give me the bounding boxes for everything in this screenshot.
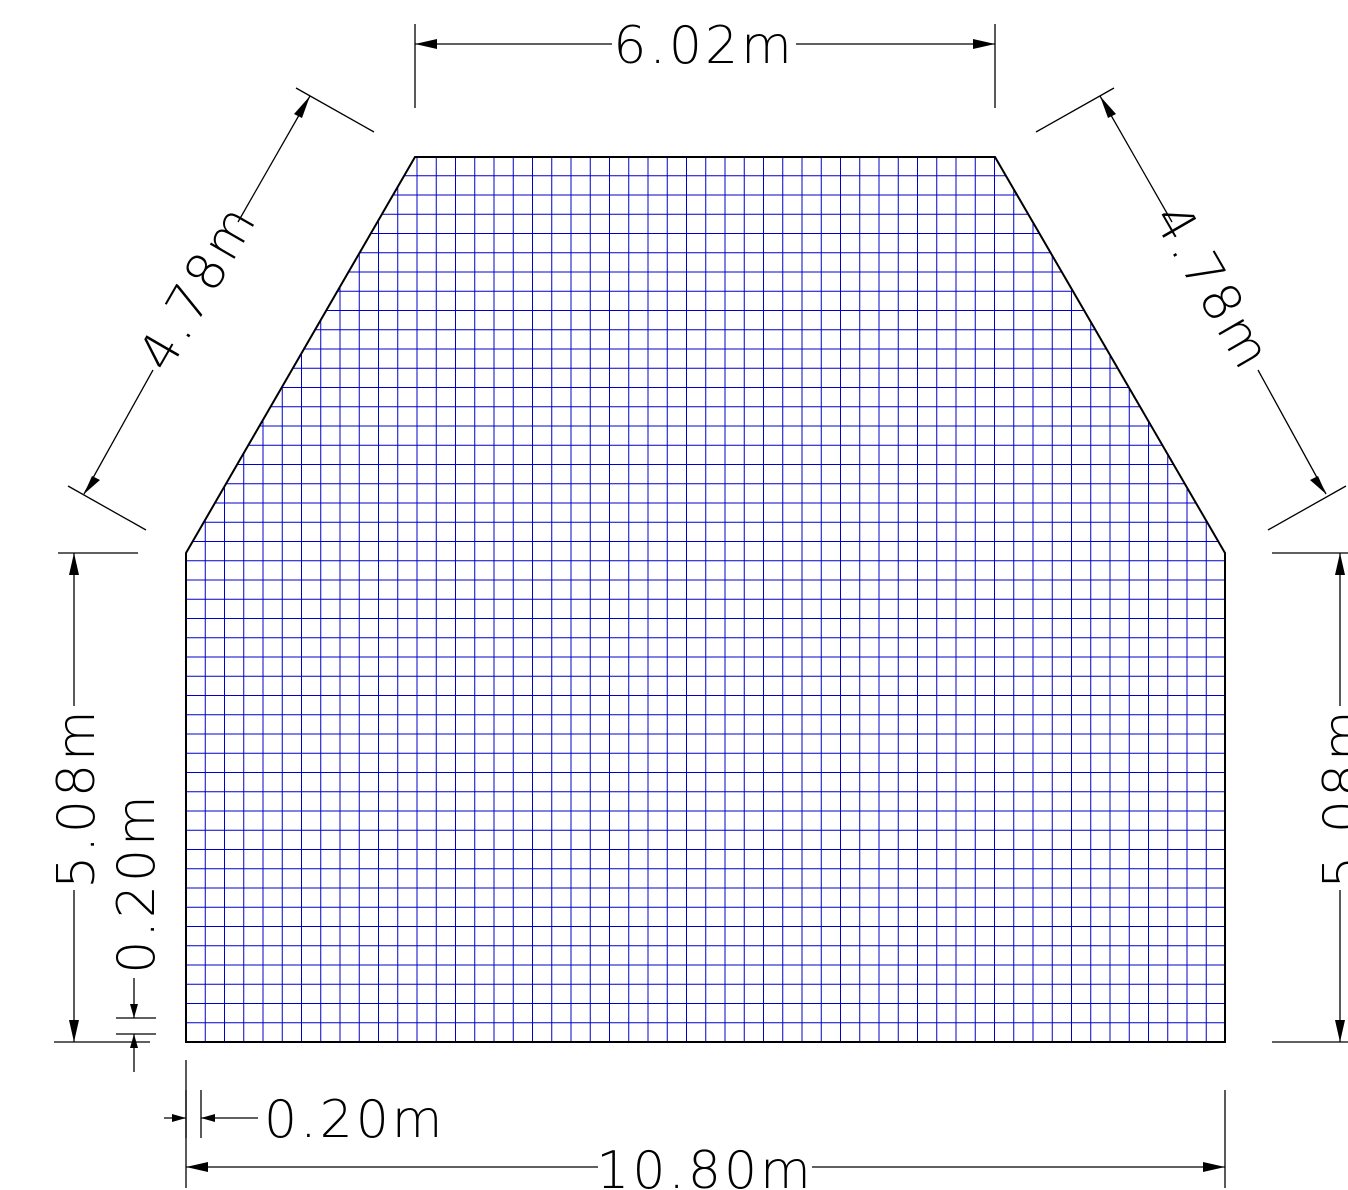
mesh-vertical-spacing-dimension: 0.20m: [107, 792, 167, 1072]
mesh-vertical-spacing-label: 0.20m: [107, 792, 167, 973]
shape-outline: [185, 156, 1226, 1043]
right-wall-height-label: 5.08m: [1313, 707, 1348, 888]
left-wall-height-label: 5.08m: [47, 707, 107, 888]
top-width-label: 6.02m: [613, 16, 794, 76]
right-slope-label: 4.78m: [1140, 194, 1283, 381]
base-width-dimension: 10.80m: [185, 1060, 1226, 1190]
top-width-dimension: 6.02m: [414, 16, 996, 108]
left-slope-label: 4.78m: [127, 194, 270, 381]
mesh-grid: [186, 157, 1225, 1042]
mesh-horizontal-spacing-label: 0.20m: [264, 1090, 445, 1150]
base-width-label: 10.80m: [596, 1141, 814, 1190]
right-wall-height-dimension: 5.08m: [1272, 552, 1348, 1043]
left-wall-height-dimension: 5.08m: [47, 552, 150, 1043]
mesh-horizontal-spacing-dimension: 0.20m: [164, 1090, 445, 1150]
